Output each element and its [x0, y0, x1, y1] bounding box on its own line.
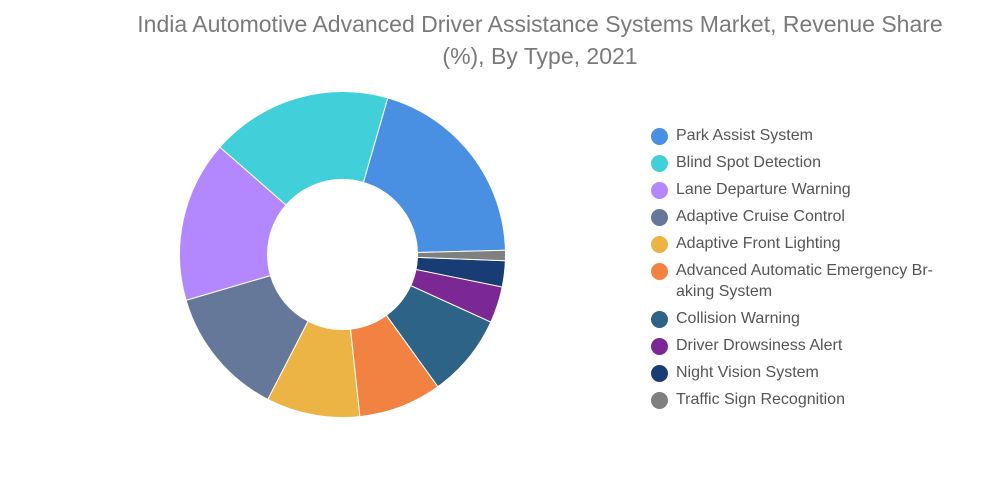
legend-label: Adaptive Front Lighting	[676, 235, 841, 252]
legend-label: Blind Spot Detection	[676, 154, 821, 171]
legend-item: Night Vision System	[651, 362, 971, 383]
legend-swatch	[651, 365, 668, 382]
legend-swatch	[651, 338, 668, 355]
legend-item: Driver Drowsiness Alert	[651, 335, 971, 356]
legend-label: Traffic Sign Recognition	[676, 391, 845, 408]
legend-swatch	[651, 155, 668, 172]
slice-blind-spot-detection	[219, 91, 389, 206]
donut-chart	[179, 91, 506, 418]
legend-label: Driver Drowsiness Alert	[676, 337, 843, 354]
legend-swatch	[651, 182, 668, 199]
legend-label: Lane Departure Warning	[676, 181, 851, 198]
slice-traffic-sign-recognition	[416, 249, 506, 262]
legend-item: Adaptive Front Lighting	[651, 233, 971, 254]
legend-item: Adaptive Cruise Control	[651, 206, 971, 227]
legend-swatch	[651, 392, 668, 409]
legend-label: Advanced Automatic Emergency Br- aking S…	[676, 262, 934, 300]
slice-park-assist-system	[362, 97, 506, 254]
legend-swatch	[651, 209, 668, 226]
legend-swatch	[651, 311, 668, 328]
legend-label: Night Vision System	[676, 364, 819, 381]
legend-item: Blind Spot Detection	[651, 152, 971, 173]
legend-swatch	[651, 236, 668, 253]
chart-legend: Park Assist System Blind Spot Detection La…	[651, 125, 971, 416]
legend-swatch	[651, 263, 668, 280]
legend-item: Park Assist System	[651, 125, 971, 146]
legend-swatch	[651, 128, 668, 145]
chart-title: India Automotive Advanced Driver Assista…	[137, 11, 943, 69]
legend-item: Advanced Automatic Emergency Br- aking S…	[651, 260, 971, 302]
slice-lane-departure-warning	[179, 146, 287, 301]
legend-label: Collision Warning	[676, 310, 800, 327]
legend-item: Collision Warning	[651, 308, 971, 329]
legend-label: Park Assist System	[676, 127, 813, 144]
legend-item: Traffic Sign Recognition	[651, 389, 971, 410]
legend-item: Lane Departure Warning	[651, 179, 971, 200]
legend-label: Adaptive Cruise Control	[676, 208, 845, 225]
